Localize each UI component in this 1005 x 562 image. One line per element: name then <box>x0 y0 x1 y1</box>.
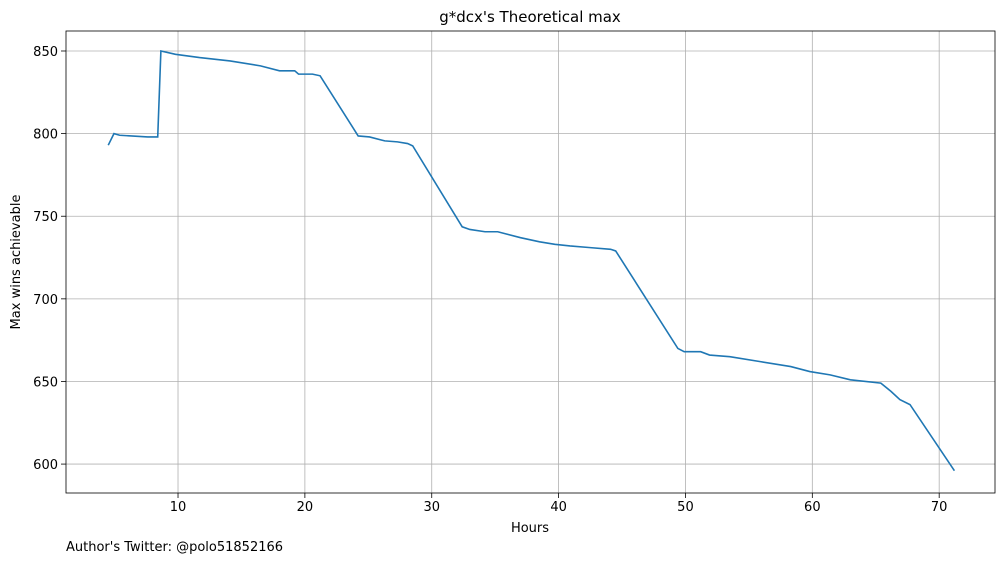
x-tick-label: 20 <box>297 500 314 515</box>
y-tick-label: 650 <box>33 375 58 390</box>
x-tick-label: 10 <box>170 500 187 515</box>
y-tick-label: 600 <box>33 458 58 473</box>
x-tick-label: 30 <box>423 500 440 515</box>
y-tick-label: 700 <box>33 293 58 308</box>
x-tick-label: 60 <box>804 500 821 515</box>
data-line <box>107 50 956 472</box>
plot-frame <box>65 30 996 494</box>
y-tick-label: 800 <box>33 128 58 143</box>
chart-title: g*dcx's Theoretical max <box>439 8 621 26</box>
x-tick-label: 50 <box>677 500 694 515</box>
x-tick-label: 40 <box>550 500 567 515</box>
annotation: Author's Twitter: @polo51852166 <box>66 540 283 555</box>
x-axis-label: Hours <box>511 521 549 536</box>
x-tick-label: 70 <box>931 500 948 515</box>
y-tick-label: 750 <box>33 210 58 225</box>
y-tick-label: 850 <box>33 45 58 60</box>
y-axis-label: Max wins achievable <box>9 195 24 330</box>
